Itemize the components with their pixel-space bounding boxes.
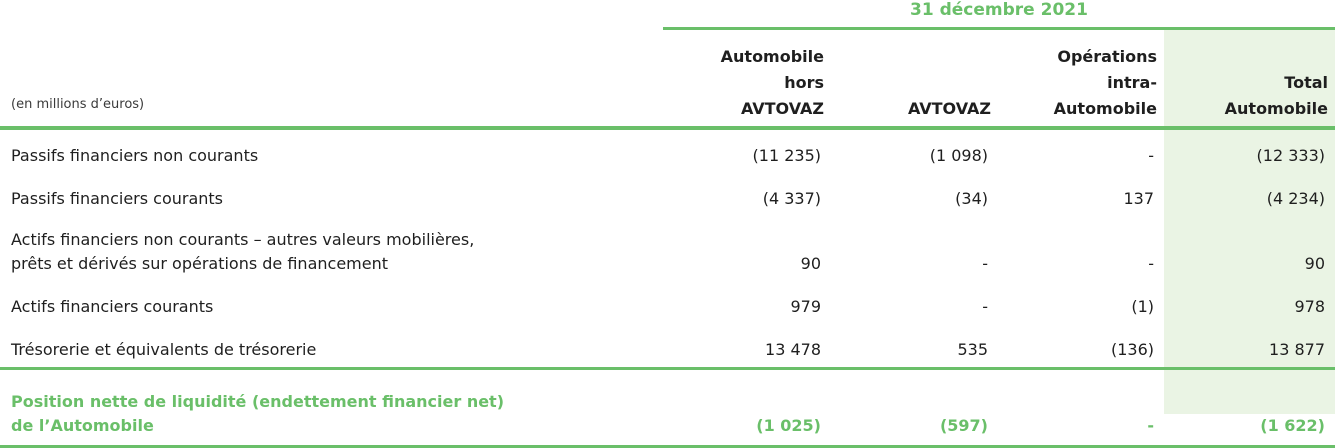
cell-value: (11 235) bbox=[752, 146, 821, 165]
cell-value: - bbox=[1148, 146, 1154, 165]
col-header-automobile-hors-avtovaz: Automobile hors AVTOVAZ bbox=[663, 30, 831, 128]
cell-value-total: 13 877 bbox=[1269, 340, 1325, 359]
table-row: Actifs financiers courants 979 - (1) 978 bbox=[0, 281, 1335, 324]
period-header-rule bbox=[663, 27, 1335, 30]
cell-value: 979 bbox=[790, 297, 821, 316]
period-header: 31 décembre 2021 bbox=[910, 0, 1088, 20]
col-header-line: AVTOVAZ bbox=[907, 99, 991, 118]
table-row: Actifs financiers non courants – autres … bbox=[0, 216, 1335, 281]
liquidity-table: (en millions d’euros) Automobile hors AVTO… bbox=[0, 30, 1335, 448]
col-header-line: Opérations bbox=[1057, 47, 1157, 66]
row-label: Actifs financiers non courants – autres … bbox=[0, 216, 663, 281]
cell-value: - bbox=[982, 254, 988, 273]
cell-value: 137 bbox=[1123, 189, 1154, 208]
cell-value: - bbox=[982, 297, 988, 316]
total-row-label: Position nette de liquidité (endettement… bbox=[0, 369, 663, 447]
total-value: - bbox=[1147, 416, 1154, 435]
total-row: Position nette de liquidité (endettement… bbox=[0, 368, 1335, 447]
cell-value-total: 978 bbox=[1294, 297, 1325, 316]
total-value-grand: (1 622) bbox=[1260, 416, 1325, 435]
col-header-line: hors bbox=[784, 73, 824, 92]
total-value: (1 025) bbox=[756, 416, 821, 435]
col-header-line: Automobile bbox=[1224, 99, 1328, 118]
cell-value-total: (4 234) bbox=[1266, 189, 1325, 208]
col-header-avtovaz: AVTOVAZ bbox=[831, 30, 998, 128]
units-label: (en millions d’euros) bbox=[11, 97, 145, 112]
cell-value: (34) bbox=[955, 189, 988, 208]
cell-value-total: 90 bbox=[1304, 254, 1325, 273]
col-header-line: intra- bbox=[1107, 73, 1157, 92]
table-row: Trésorerie et équivalents de trésorerie … bbox=[0, 324, 1335, 369]
cell-value: (4 337) bbox=[762, 189, 821, 208]
column-header-row: (en millions d’euros) Automobile hors AVTO… bbox=[0, 30, 1335, 128]
row-label: Trésorerie et équivalents de trésorerie bbox=[11, 340, 317, 359]
cell-value: (136) bbox=[1110, 340, 1154, 359]
row-label-line: Position nette de liquidité (endettement… bbox=[11, 392, 505, 411]
cell-value-total: (12 333) bbox=[1256, 146, 1325, 165]
cell-value: - bbox=[1148, 254, 1154, 273]
total-value: (597) bbox=[939, 416, 988, 435]
col-header-line: Automobile bbox=[1053, 99, 1157, 118]
cell-value: 90 bbox=[800, 254, 821, 273]
row-label: Passifs financiers courants bbox=[11, 189, 224, 208]
cell-value: (1 098) bbox=[929, 146, 988, 165]
table-row: Passifs financiers courants (4 337) (34)… bbox=[0, 173, 1335, 216]
row-label: Passifs financiers non courants bbox=[11, 146, 259, 165]
col-header-line: Total bbox=[1284, 73, 1328, 92]
row-label-line: Actifs financiers non courants – autres … bbox=[11, 230, 475, 249]
row-label: Actifs financiers courants bbox=[11, 297, 214, 316]
col-header-line: Automobile bbox=[720, 47, 824, 66]
cell-value: 13 478 bbox=[765, 340, 821, 359]
table-row: Passifs financiers non courants (11 235)… bbox=[0, 128, 1335, 173]
cell-value: (1) bbox=[1131, 297, 1154, 316]
cell-value: 535 bbox=[957, 340, 988, 359]
col-header-total-automobile: Total Automobile bbox=[1164, 30, 1335, 128]
col-header-operations-intra-automobile: Opérations intra- Automobile bbox=[998, 30, 1164, 128]
row-label-line: de l’Automobile bbox=[11, 416, 154, 435]
col-header-line: AVTOVAZ bbox=[740, 99, 824, 118]
row-label-line: prêts et dérivés sur opérations de finan… bbox=[11, 254, 388, 273]
total-column-shading bbox=[1164, 30, 1335, 414]
